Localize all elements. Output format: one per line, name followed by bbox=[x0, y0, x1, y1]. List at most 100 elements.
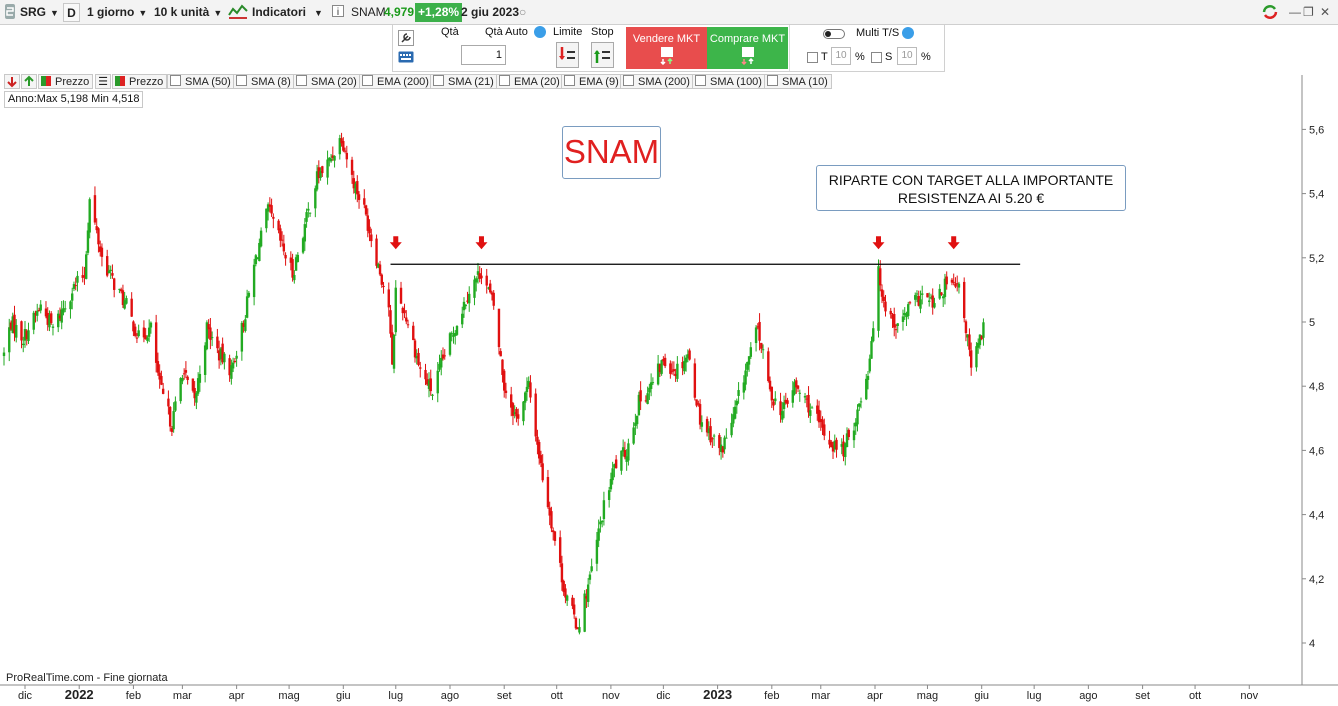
candle-body bbox=[179, 378, 182, 402]
candle-body bbox=[929, 297, 933, 299]
candle-body bbox=[245, 296, 249, 318]
legend-checkbox[interactable] bbox=[362, 75, 373, 86]
legend-label: SMA (8) bbox=[251, 76, 291, 88]
chart-title-box[interactable]: SNAM bbox=[562, 126, 661, 179]
legend-checkbox[interactable] bbox=[695, 75, 706, 86]
multi-ts-toggle[interactable] bbox=[823, 29, 845, 39]
t-value-input[interactable]: 10 bbox=[831, 47, 851, 65]
indicators-button[interactable]: Indicatori bbox=[228, 3, 306, 22]
legend-checkbox[interactable] bbox=[236, 75, 247, 86]
candle-body bbox=[921, 293, 924, 295]
legend-item-price[interactable]: Prezzo bbox=[38, 74, 94, 89]
qty-label: Qtà bbox=[441, 26, 459, 38]
candle-body bbox=[301, 238, 305, 253]
candle-body bbox=[394, 287, 397, 333]
symbol-selector[interactable]: SRG ▼ bbox=[20, 3, 59, 22]
indicators-chart-icon bbox=[228, 3, 248, 19]
x-tick-label: mar bbox=[811, 690, 830, 702]
candle-body bbox=[663, 357, 667, 367]
indicators-dropdown[interactable]: ▼ bbox=[310, 3, 323, 22]
limit-order-button[interactable] bbox=[556, 42, 579, 68]
legend-item-ema-9[interactable]: EMA (9) bbox=[561, 74, 623, 89]
qty-auto-label[interactable]: Qtà Auto bbox=[485, 26, 528, 38]
legend-item-sma-8[interactable]: SMA (8) bbox=[233, 74, 295, 89]
legend-item-ema-200[interactable]: EMA (200) bbox=[359, 74, 433, 89]
wrench-icon[interactable] bbox=[398, 30, 414, 46]
legend-checkbox[interactable] bbox=[564, 75, 575, 86]
add-indicator-icon[interactable] bbox=[4, 74, 20, 89]
close-icon[interactable]: ✕ bbox=[1320, 5, 1331, 19]
expand-icon[interactable] bbox=[21, 74, 37, 89]
candle-body bbox=[793, 382, 796, 395]
legend-item-sma-21[interactable]: SMA (21) bbox=[430, 74, 498, 89]
candle-body bbox=[517, 414, 520, 419]
candle-body bbox=[709, 426, 712, 443]
divider bbox=[789, 25, 790, 71]
down-arrow-marker-icon[interactable] bbox=[389, 236, 402, 250]
legend-checkbox[interactable] bbox=[767, 75, 778, 86]
s-value-input[interactable]: 10 bbox=[897, 47, 917, 65]
units-selector[interactable]: 10 k unità ▼ bbox=[154, 3, 222, 22]
minimize-icon[interactable]: — bbox=[1289, 5, 1301, 19]
candle-body bbox=[13, 314, 16, 334]
candle-body bbox=[303, 224, 307, 242]
legend-item-sma-10[interactable]: SMA (10) bbox=[764, 74, 832, 89]
info-icon[interactable]: i bbox=[332, 3, 344, 22]
down-arrow-marker-icon[interactable] bbox=[947, 236, 960, 250]
legend-item-sma-50[interactable]: SMA (50) bbox=[167, 74, 235, 89]
candle-body bbox=[541, 463, 544, 481]
legend-item-sma-20[interactable]: SMA (20) bbox=[293, 74, 361, 89]
restore-icon[interactable]: ❐ bbox=[1303, 5, 1314, 19]
s-unit: % bbox=[921, 51, 931, 63]
legend-item-sma-200[interactable]: SMA (200) bbox=[620, 74, 694, 89]
keyboard-icon[interactable] bbox=[398, 50, 414, 64]
candle-body bbox=[109, 269, 112, 271]
candle-body bbox=[770, 386, 774, 401]
legend-checkbox[interactable] bbox=[170, 75, 181, 86]
candle-body bbox=[962, 281, 966, 319]
stop-checkbox[interactable] bbox=[871, 52, 882, 63]
candle-body bbox=[499, 351, 502, 357]
candle-body bbox=[168, 407, 172, 427]
resistance-note-box[interactable]: RIPARTE CON TARGET ALLA IMPORTANTE RESIS… bbox=[816, 165, 1126, 211]
candle-body bbox=[501, 359, 504, 375]
candle-body bbox=[181, 378, 184, 382]
legend-checkbox[interactable] bbox=[296, 75, 307, 86]
price-up-swatch bbox=[41, 76, 46, 86]
candle-body bbox=[399, 287, 403, 304]
sync-icon[interactable] bbox=[1261, 3, 1279, 22]
sell-market-button[interactable]: Vendere MKT bbox=[626, 27, 707, 69]
legend-checkbox[interactable] bbox=[623, 75, 634, 86]
legend-item-price-2[interactable]: Prezzo bbox=[112, 74, 168, 89]
down-arrow-marker-icon[interactable] bbox=[872, 236, 885, 250]
timeframe-selector[interactable]: 1 giorno ▼ bbox=[87, 3, 147, 22]
candle-body bbox=[599, 521, 602, 525]
candle-body bbox=[859, 401, 863, 403]
candle-body bbox=[450, 333, 453, 335]
help-bubble-icon[interactable] bbox=[902, 27, 914, 39]
candle-body bbox=[23, 329, 27, 341]
trailing-checkbox[interactable] bbox=[807, 52, 818, 63]
candle-body bbox=[258, 242, 261, 262]
x-tick-label: feb bbox=[764, 690, 779, 702]
candle-body bbox=[810, 407, 814, 409]
legend-checkbox[interactable] bbox=[433, 75, 444, 86]
buy-market-button[interactable]: Comprare MKT bbox=[707, 27, 788, 69]
help-bubble-icon[interactable] bbox=[534, 26, 546, 38]
candle-body bbox=[503, 370, 506, 391]
legend-item-ema-20[interactable]: EMA (20) bbox=[496, 74, 564, 89]
list-icon[interactable]: ☰ bbox=[95, 74, 111, 89]
legend-checkbox[interactable] bbox=[499, 75, 510, 86]
candle-body bbox=[529, 382, 532, 398]
candle-body bbox=[816, 405, 819, 414]
candle-body bbox=[756, 326, 760, 328]
stop-order-button[interactable] bbox=[591, 42, 614, 68]
down-arrow-marker-icon[interactable] bbox=[475, 236, 488, 250]
legend-item-sma-100[interactable]: SMA (100) bbox=[692, 74, 766, 89]
candle-body bbox=[565, 595, 569, 601]
qty-input[interactable]: 1 bbox=[461, 45, 506, 65]
candle-body bbox=[700, 422, 704, 427]
daily-button[interactable]: D bbox=[63, 3, 80, 22]
candle-body bbox=[184, 370, 188, 373]
